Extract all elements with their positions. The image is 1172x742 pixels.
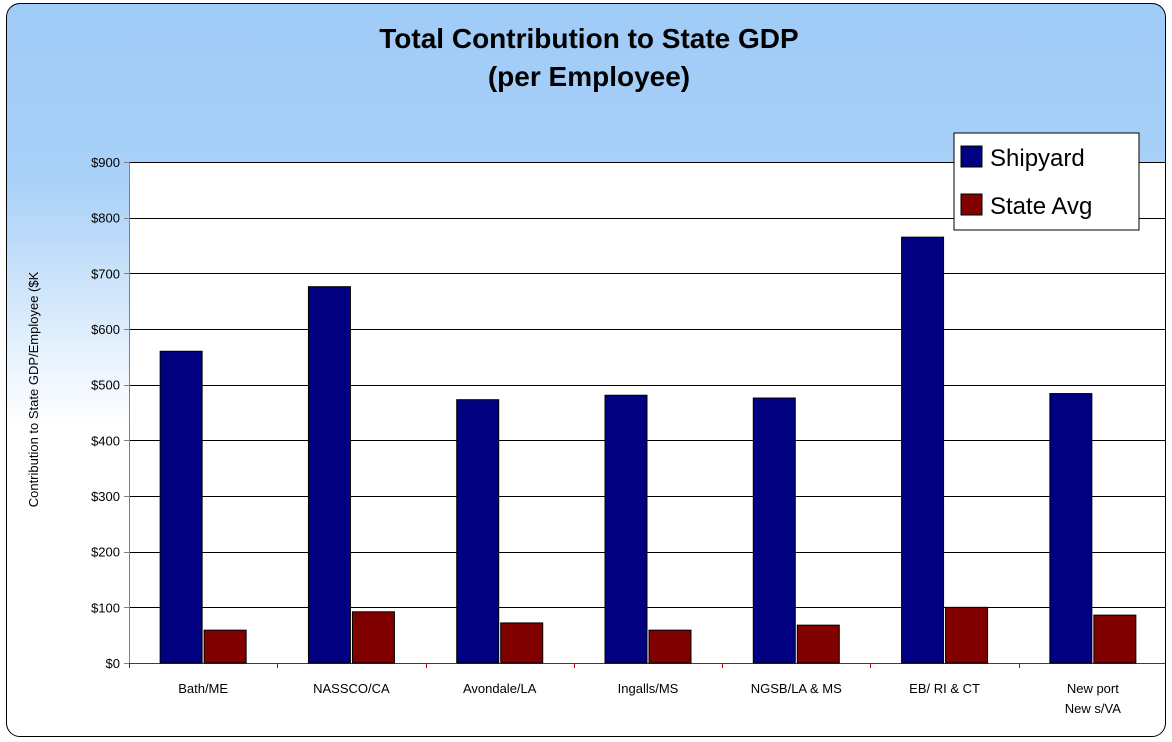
chart-title-line-1: Total Contribution to State GDP [379, 23, 798, 54]
x-tick-label: EB/ RI & CT [909, 681, 980, 696]
x-tick-label: Avondale/LA [463, 681, 537, 696]
axes [124, 162, 1165, 668]
bar-shipyard-1 [159, 350, 203, 664]
x-tick-label: NASSCO/CA [313, 681, 390, 696]
bar-shipyard-4 [604, 394, 648, 664]
bar-state-avg-3 [500, 622, 544, 664]
chart-frame: Total Contribution to State GDP (per Empl… [6, 3, 1166, 737]
bar-state-avg-2 [351, 611, 395, 664]
y-tick-label: $0 [106, 656, 120, 671]
x-tick-label: Bath/ME [178, 681, 228, 696]
x-tick-label: New s/VA [1065, 701, 1121, 716]
y-tick-label: $400 [91, 433, 120, 448]
bar-state-avg-4 [648, 629, 692, 664]
legend-box [953, 132, 1140, 231]
bar-shipyard-6 [901, 236, 945, 664]
y-tick-label: $500 [91, 378, 120, 393]
gridlines [129, 162, 1165, 608]
x-tick-label: NGSB/LA & MS [751, 681, 842, 696]
y-axis-title: Contribution to State GDP/Employee ($K [26, 271, 41, 507]
y-axis-label: Contribution to State GDP/Employee ($K [26, 271, 41, 507]
legend-label-1: Shipyard [990, 145, 1085, 172]
y-tick-label: $700 [91, 266, 120, 281]
bar-shipyard-3 [456, 399, 500, 664]
bar-state-avg-7 [1093, 614, 1137, 664]
bar-state-avg-1 [203, 629, 247, 664]
legend-label-2: State Avg [990, 193, 1092, 220]
bar-state-avg-6 [945, 606, 989, 664]
legend: Shipyard State Avg [953, 132, 1140, 231]
legend-swatch-1 [960, 145, 983, 168]
x-tick-label: New port [1067, 681, 1119, 696]
y-tick-labels: $0 $100 $200 $300 $400 $500 $600 $700 $800 $900 [91, 155, 120, 671]
x-tick-label: Ingalls/MS [618, 681, 679, 696]
y-tick-label: $800 [91, 211, 120, 226]
x-tick-labels: Bath/ME NASSCO/CA Avondale/LA Ingalls/MS NGS… [178, 681, 1121, 716]
legend-swatch-2 [960, 193, 983, 216]
chart-title: Total Contribution to State GDP (per Empl… [379, 23, 798, 92]
y-tick-label: $100 [91, 600, 120, 615]
y-tick-label: $600 [91, 322, 120, 337]
chart-svg: Total Contribution to State GDP (per Empl… [26, 23, 1165, 716]
bar-shipyard-7 [1049, 393, 1093, 664]
y-tick-label: $900 [91, 155, 120, 170]
bars [159, 236, 1137, 664]
bar-state-avg-5 [796, 624, 840, 664]
chart-title-line-2: (per Employee) [488, 61, 690, 92]
bar-shipyard-5 [752, 397, 796, 664]
y-tick-label: $300 [91, 489, 120, 504]
y-tick-label: $200 [91, 545, 120, 560]
bar-shipyard-2 [307, 286, 351, 664]
